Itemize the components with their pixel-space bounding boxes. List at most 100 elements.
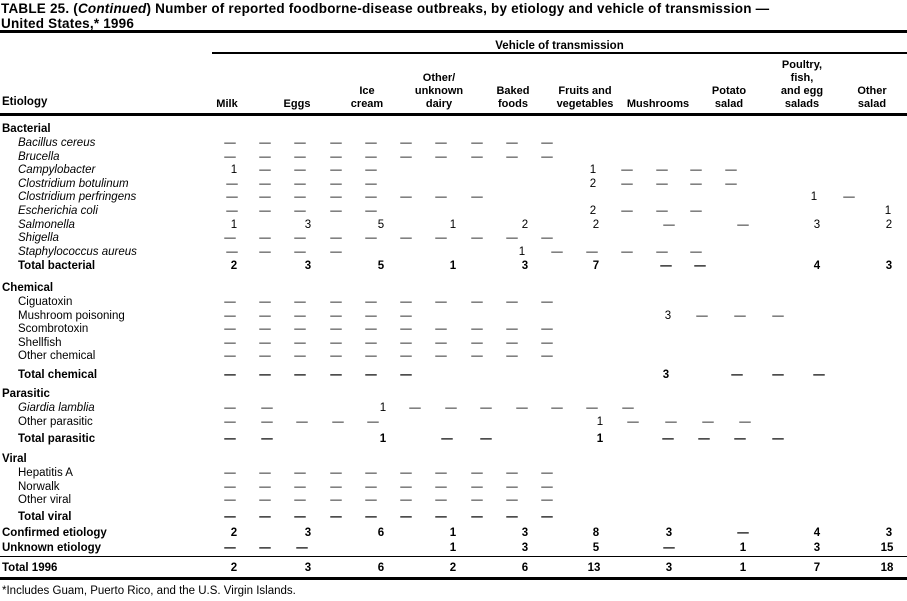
column-header-line: salad (714, 98, 744, 110)
data-cell: — (690, 205, 702, 217)
row-label: Bacterial (2, 123, 51, 135)
data-cell: — (400, 296, 412, 308)
data-cell: — (224, 416, 236, 428)
data-cell: — (506, 137, 518, 149)
data-cell: 5 (377, 260, 385, 272)
data-cell: — (367, 416, 379, 428)
data-cell: — (224, 232, 236, 244)
data-cell: — (621, 246, 633, 258)
data-cell: — (471, 350, 483, 362)
data-cell: — (400, 232, 412, 244)
data-cell: 3 (665, 562, 673, 574)
data-cell: — (471, 137, 483, 149)
data-cell: 1 (449, 527, 457, 539)
data-cell: — (259, 178, 271, 190)
data-cell: — (365, 467, 377, 479)
data-cell: — (400, 151, 412, 163)
data-cell: — (259, 337, 271, 349)
data-cell: — (506, 323, 518, 335)
data-cell: — (294, 337, 306, 349)
column-header-line: vegetables (556, 98, 614, 110)
row-label: Unknown etiology (2, 542, 102, 554)
data-cell: — (224, 369, 236, 381)
data-cell: — (435, 350, 447, 362)
data-cell: 1 (596, 416, 604, 428)
data-cell: — (332, 416, 344, 428)
data-cell: — (541, 494, 553, 506)
data-cell: — (541, 511, 553, 523)
data-cell: — (294, 350, 306, 362)
data-cell: — (480, 433, 492, 445)
data-cell: — (737, 527, 749, 539)
data-cell: — (365, 151, 377, 163)
data-cell: — (541, 151, 553, 163)
row-label: Campylobacter (18, 164, 96, 176)
data-cell: — (400, 467, 412, 479)
data-cell: — (662, 433, 674, 445)
data-cell: 2 (521, 219, 529, 231)
data-cell: — (294, 232, 306, 244)
data-cell: 1 (449, 542, 457, 554)
data-cell: — (259, 205, 271, 217)
row-label: Scombrotoxin (18, 323, 89, 335)
horizontal-rule (0, 113, 907, 116)
data-cell: — (506, 232, 518, 244)
table-title-prefix: TABLE 25. ( (1, 1, 78, 16)
data-cell: — (541, 350, 553, 362)
data-cell: — (365, 350, 377, 362)
column-header: Other salad (857, 85, 886, 111)
data-cell: 18 (880, 562, 894, 574)
column-header: Potato salad (712, 85, 746, 111)
data-cell: — (365, 164, 377, 176)
data-cell: — (400, 137, 412, 149)
data-cell: — (294, 151, 306, 163)
data-cell: — (294, 164, 306, 176)
column-header: Ice cream (351, 85, 383, 111)
data-cell: — (330, 369, 342, 381)
data-cell: — (725, 178, 737, 190)
data-cell: 3 (662, 369, 670, 381)
data-cell: — (737, 219, 749, 231)
data-cell: — (400, 511, 412, 523)
data-cell: — (224, 350, 236, 362)
footnote: *Includes Guam, Puerto Rico, and the U.S… (2, 585, 296, 597)
data-cell: — (224, 310, 236, 322)
data-cell: — (294, 137, 306, 149)
data-cell: — (506, 296, 518, 308)
data-cell: — (702, 416, 714, 428)
data-cell: — (690, 164, 702, 176)
data-cell: — (226, 205, 238, 217)
data-cell: — (365, 137, 377, 149)
data-cell: — (400, 337, 412, 349)
row-label: Clostridium botulinum (18, 178, 129, 190)
data-cell: — (259, 232, 271, 244)
etiology-column-header: Etiology (2, 96, 48, 108)
data-cell: 2 (885, 219, 893, 231)
data-cell: 1 (739, 562, 747, 574)
row-label: Total 1996 (2, 562, 58, 574)
data-cell: 15 (880, 542, 894, 554)
data-cell: — (690, 178, 702, 190)
data-cell: — (259, 511, 271, 523)
data-cell: 7 (813, 562, 821, 574)
column-header-line: Other (857, 85, 887, 97)
data-cell: 3 (521, 260, 529, 272)
data-cell: — (365, 481, 377, 493)
data-cell: — (330, 178, 342, 190)
data-cell: 3 (304, 527, 312, 539)
table-title: TABLE 25. (Continued) Number of reported… (1, 1, 906, 31)
data-cell: — (471, 191, 483, 203)
data-cell: 7 (592, 260, 600, 272)
data-cell: — (365, 310, 377, 322)
data-cell: 6 (521, 562, 529, 574)
data-cell: — (330, 151, 342, 163)
row-label: Total viral (18, 511, 72, 523)
data-cell: — (621, 205, 633, 217)
row-label: Salmonella (18, 219, 75, 231)
data-cell: — (365, 191, 377, 203)
data-cell: — (435, 191, 447, 203)
data-cell: — (665, 416, 677, 428)
data-cell: — (435, 481, 447, 493)
data-cell: — (435, 467, 447, 479)
data-cell: — (294, 369, 306, 381)
